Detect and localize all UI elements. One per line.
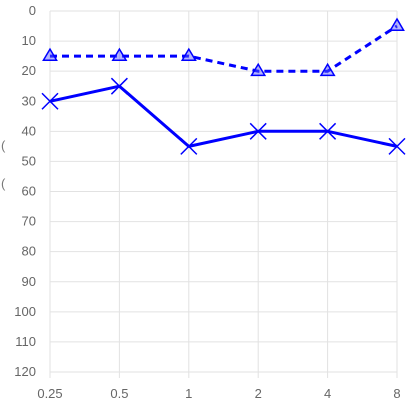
x-tick-label: 4 [324,386,331,401]
series-1-point-triangle [180,47,197,62]
x-tick-label: 0.25 [37,386,62,401]
series-2-point-x [319,122,337,140]
series-line-1 [50,24,398,73]
series-1-point-triangle [111,47,128,62]
y-tick-label: 90 [22,274,36,289]
series-2-point-x [180,137,198,155]
y-tick-label: 100 [14,304,36,319]
series-1-point-triangle [319,62,336,77]
x-tick-label: 2 [255,386,262,401]
series-1-point-triangle [250,62,267,77]
y-tick-label: 30 [22,93,36,108]
series-2-point-x [388,137,406,155]
y-tick-label: 40 [22,123,36,138]
series-2-point-x [41,92,59,110]
series-1-point-triangle [42,47,58,62]
y-tick-label: 50 [22,153,36,168]
x-tick-label: 1 [185,386,192,401]
series-2-point-x [249,122,267,140]
y-tick-label: 80 [22,244,36,259]
x-tick-label: 0.5 [110,386,128,401]
left-edge-character: ( [1,176,6,191]
y-tick-label: 10 [22,33,36,48]
y-tick-label: 20 [22,63,36,78]
series-1-point-triangle [389,17,405,31]
y-tick-label: 0 [29,3,36,18]
left-edge-character: ( [1,138,6,153]
y-tick-label: 60 [22,184,36,199]
y-tick-label: 70 [22,214,36,229]
y-tick-label: 110 [15,334,36,349]
x-tick-label: 8 [393,386,400,401]
y-tick-label: 120 [14,364,36,379]
series-2-point-x [110,77,128,95]
series-line-2 [49,84,398,148]
